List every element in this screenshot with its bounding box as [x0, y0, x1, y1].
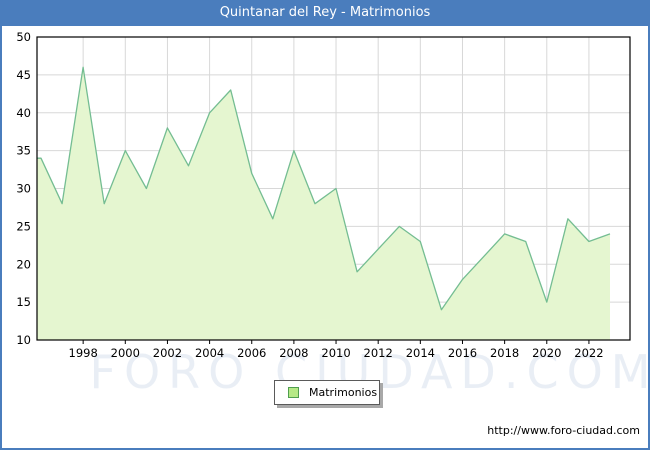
svg-text:2000: 2000	[111, 346, 140, 360]
svg-text:2022: 2022	[574, 346, 603, 360]
svg-text:2018: 2018	[490, 346, 519, 360]
svg-text:2014: 2014	[406, 346, 435, 360]
axes	[36, 36, 631, 344]
page-title: Quintanar del Rey - Matrimonios	[219, 5, 431, 20]
svg-text:35: 35	[16, 144, 31, 158]
svg-text:25: 25	[16, 219, 31, 233]
svg-text:50: 50	[16, 30, 31, 44]
svg-text:40: 40	[16, 106, 31, 120]
svg-text:2006: 2006	[237, 346, 266, 360]
svg-text:2008: 2008	[279, 346, 308, 360]
legend-box: Matrimonios	[274, 380, 380, 405]
svg-text:2002: 2002	[153, 346, 182, 360]
svg-text:30: 30	[16, 182, 31, 196]
svg-text:15: 15	[16, 295, 31, 309]
svg-text:2020: 2020	[532, 346, 561, 360]
svg-text:2010: 2010	[321, 346, 350, 360]
svg-text:10: 10	[16, 333, 31, 347]
axis-tick-labels: 10 15 20 25 30 35 40 45 50 1998 2000 2002 2004 2006 20…	[16, 30, 603, 360]
title-bar: Quintanar del Rey - Matrimonios	[0, 0, 650, 26]
legend-swatch-icon	[288, 387, 299, 398]
svg-text:45: 45	[16, 68, 31, 82]
svg-text:2012: 2012	[364, 346, 393, 360]
svg-text:1998: 1998	[69, 346, 98, 360]
svg-text:2004: 2004	[195, 346, 224, 360]
area-series	[37, 66, 611, 341]
legend-label: Matrimonios	[309, 386, 378, 399]
source-url: http://www.foro-ciudad.com	[487, 424, 640, 437]
svg-text:20: 20	[16, 257, 31, 271]
svg-text:2016: 2016	[448, 346, 477, 360]
